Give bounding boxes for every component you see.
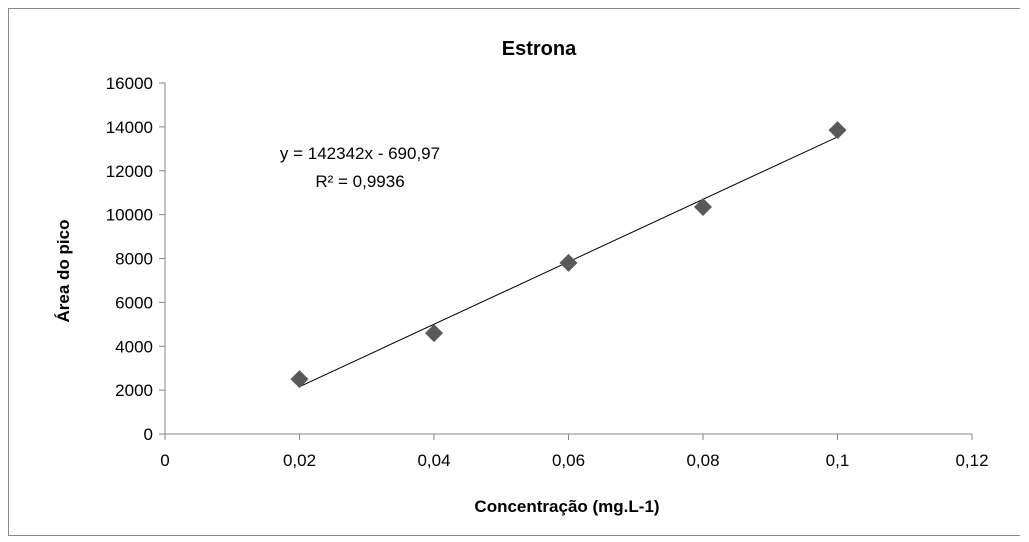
y-tick-label: 12000 bbox=[106, 162, 153, 181]
trendline-equation-label: y = 142342x - 690,97 bbox=[280, 144, 440, 163]
x-tick-label: 0 bbox=[160, 451, 169, 470]
axes: 0 2000 4000 6000 8000 10000 12000 14000 16000 0 0,… bbox=[106, 74, 989, 470]
chart-svg: Estrona Área do pico Concentração (mg.L-… bbox=[54, 38, 989, 516]
x-tick-label: 0,12 bbox=[955, 451, 988, 470]
data-points bbox=[290, 121, 847, 389]
y-tick-label: 4000 bbox=[115, 337, 153, 356]
chart-area: Estrona Área do pico Concentração (mg.L-… bbox=[8, 8, 1020, 536]
y-tick-label: 16000 bbox=[106, 74, 153, 93]
data-point bbox=[425, 324, 443, 343]
data-point bbox=[694, 197, 712, 216]
data-point bbox=[559, 253, 578, 272]
x-tick-label: 0,02 bbox=[283, 451, 316, 470]
y-axis-title: Área do pico bbox=[54, 220, 73, 323]
x-tick-label: 0,06 bbox=[552, 451, 585, 470]
y-tick-label: 10000 bbox=[106, 206, 153, 225]
y-tick-label: 0 bbox=[144, 425, 153, 444]
x-tick-label: 0,08 bbox=[686, 451, 719, 470]
data-point bbox=[828, 121, 847, 140]
x-tick-label: 0,04 bbox=[417, 451, 450, 470]
y-tick-label: 14000 bbox=[106, 118, 153, 137]
y-tick-label: 8000 bbox=[115, 250, 153, 269]
y-axis-title-group: Área do pico bbox=[54, 220, 73, 323]
x-axis-title: Concentração (mg.L-1) bbox=[474, 497, 659, 516]
data-point bbox=[290, 370, 309, 389]
chart-title: Estrona bbox=[502, 38, 577, 60]
trendline-r2-label: R² = 0,9936 bbox=[315, 172, 404, 191]
y-tick-label: 2000 bbox=[115, 381, 153, 400]
y-tick-label: 6000 bbox=[115, 293, 153, 312]
x-tick-label: 0,1 bbox=[826, 451, 850, 470]
